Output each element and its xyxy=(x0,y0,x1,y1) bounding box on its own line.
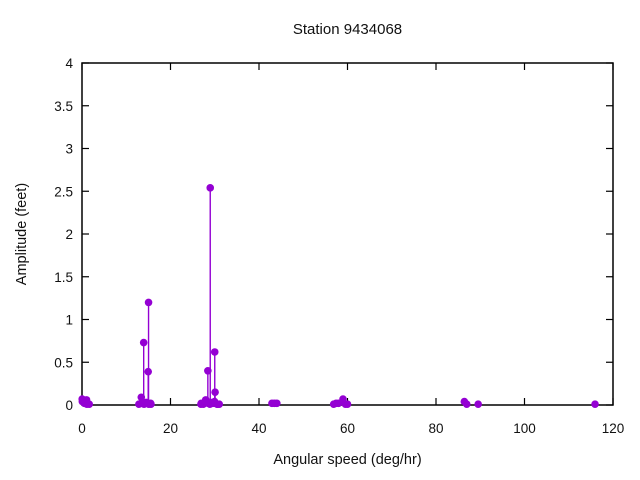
y-tick-label: 2.5 xyxy=(54,184,73,199)
data-point-marker xyxy=(474,400,482,408)
data-point-marker xyxy=(211,388,219,396)
data-point-marker xyxy=(210,348,219,356)
data-point-marker xyxy=(215,400,224,408)
y-tick-label: 4 xyxy=(65,56,73,71)
data-point-marker xyxy=(144,367,152,376)
data-point-marker xyxy=(137,393,146,402)
y-tick-label: 0.5 xyxy=(54,355,73,370)
data-point-marker xyxy=(144,298,153,307)
x-tick-label: 0 xyxy=(78,421,86,436)
y-tick-label: 2 xyxy=(65,227,73,242)
x-tick-label: 100 xyxy=(513,421,536,436)
y-tick-label: 1 xyxy=(65,313,73,328)
data-point-marker xyxy=(147,400,155,408)
x-tick-label: 120 xyxy=(602,421,625,436)
data-point-marker xyxy=(204,367,212,375)
data-point-marker xyxy=(139,338,148,347)
x-axis-label: Angular speed (deg/hr) xyxy=(273,452,422,468)
data-point-marker xyxy=(85,400,94,408)
x-tick-label: 80 xyxy=(428,421,443,436)
x-tick-label: 60 xyxy=(340,421,355,436)
plot-frame xyxy=(81,62,614,406)
y-tick-label: 3 xyxy=(65,142,73,157)
data-point-marker xyxy=(273,399,281,408)
y-tick-label: 0 xyxy=(65,398,73,413)
y-tick-label: 3.5 xyxy=(54,99,73,114)
data-point-marker xyxy=(462,400,471,408)
data-point-marker xyxy=(591,400,599,408)
x-tick-label: 20 xyxy=(163,421,178,436)
x-tick-label: 40 xyxy=(251,421,266,436)
data-point-marker xyxy=(343,400,352,408)
y-tick-label: 1.5 xyxy=(54,270,73,285)
chart-title: Station 9434068 xyxy=(292,21,403,38)
data-point-marker xyxy=(206,184,215,192)
